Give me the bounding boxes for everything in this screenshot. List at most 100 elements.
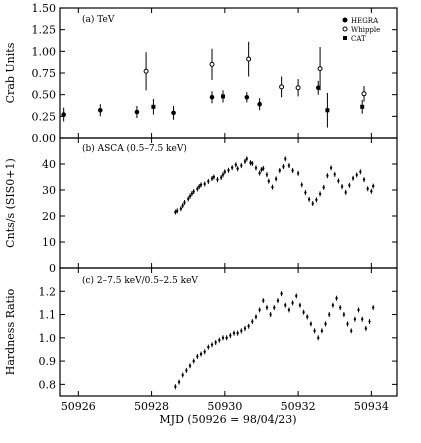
y-tick-label: 0.25 bbox=[32, 110, 57, 123]
panel-a-ylabel: Crab Units bbox=[4, 42, 17, 103]
point-hardness bbox=[254, 315, 258, 319]
x-tick-label: 50930 bbox=[207, 400, 242, 413]
panel-b-frame bbox=[59, 137, 398, 269]
point-asca-rate bbox=[230, 166, 234, 169]
point-hegra bbox=[171, 110, 176, 116]
point-hardness bbox=[236, 331, 239, 335]
point-hardness bbox=[185, 369, 188, 372]
point-hardness bbox=[207, 345, 210, 349]
point-hegra bbox=[209, 94, 215, 100]
legend-label-hegra: HEGRA bbox=[351, 17, 379, 25]
point-asca-rate bbox=[318, 192, 322, 196]
panel-a-label: (a) TeV bbox=[82, 14, 115, 25]
point-asca-rate bbox=[190, 192, 194, 195]
point-asca-rate bbox=[254, 166, 258, 170]
y-tick-label: 30 bbox=[42, 184, 56, 197]
y-tick-label: 1.50 bbox=[32, 2, 57, 15]
point-asca-rate bbox=[258, 171, 261, 175]
point-hardness bbox=[331, 304, 335, 307]
legend-marker-hegra bbox=[342, 17, 348, 23]
point-hardness bbox=[361, 318, 364, 321]
point-asca-rate bbox=[315, 198, 318, 202]
point-asca-rate bbox=[366, 187, 369, 190]
point-asca-rate bbox=[304, 191, 307, 194]
point-hardness bbox=[320, 329, 324, 333]
point-hardness bbox=[192, 359, 195, 363]
panel-b-label: (b) ASCA (0.5–7.5 keV) bbox=[82, 143, 187, 154]
point-asca-rate bbox=[287, 164, 291, 167]
point-asca-rate bbox=[223, 170, 227, 173]
point-hardness bbox=[251, 320, 254, 323]
point-hegra bbox=[257, 101, 262, 107]
legend-marker-cat bbox=[343, 36, 347, 40]
point-hardness bbox=[287, 308, 291, 312]
point-asca-rate bbox=[249, 161, 252, 164]
point-hardness bbox=[339, 306, 342, 309]
point-hardness bbox=[353, 318, 357, 321]
point-asca-rate bbox=[176, 209, 179, 212]
x-axis-title: MJD (50926 = 98/04/23) bbox=[159, 413, 296, 426]
point-asca-rate bbox=[212, 175, 216, 179]
point-asca-rate bbox=[207, 180, 210, 183]
point-cat bbox=[221, 94, 226, 99]
point-whipple bbox=[246, 56, 252, 62]
point-asca-rate bbox=[251, 162, 254, 165]
y-tick-label: 1.2 bbox=[39, 285, 57, 298]
panel-c-label: (c) 2–7.5 keV/0.5–2.5 keV bbox=[82, 275, 198, 286]
point-hardness bbox=[218, 338, 221, 342]
point-asca-rate bbox=[265, 173, 269, 176]
y-tick-label: 1.25 bbox=[32, 24, 57, 37]
point-hardness bbox=[284, 304, 287, 307]
point-asca-rate bbox=[307, 198, 311, 201]
point-hardness bbox=[181, 373, 184, 377]
point-asca-rate bbox=[355, 173, 358, 177]
point-whipple bbox=[209, 61, 215, 67]
point-asca-rate bbox=[322, 186, 325, 189]
point-asca-rate bbox=[216, 178, 219, 181]
y-tick-label: 0.50 bbox=[32, 89, 57, 102]
point-asca-rate bbox=[174, 210, 177, 214]
point-asca-rate bbox=[274, 177, 278, 181]
y-tick-label: 10 bbox=[42, 236, 56, 249]
legend: HEGRA Whipple CAT bbox=[342, 17, 380, 43]
point-hardness bbox=[302, 311, 305, 314]
point-asca-rate bbox=[326, 174, 329, 177]
x-tick-label: 50934 bbox=[354, 400, 389, 413]
point-hardness bbox=[324, 322, 327, 326]
point-asca-rate bbox=[359, 170, 362, 173]
point-hardness bbox=[350, 329, 353, 333]
y-tick-label: 40 bbox=[42, 158, 56, 171]
point-hardness bbox=[243, 327, 247, 330]
point-asca-rate bbox=[260, 168, 263, 171]
point-asca-rate bbox=[300, 183, 303, 186]
point-asca-rate bbox=[351, 177, 355, 180]
point-cat bbox=[325, 108, 330, 113]
point-hardness bbox=[174, 385, 177, 388]
point-asca-rate bbox=[344, 191, 347, 194]
point-asca-rate bbox=[188, 195, 192, 198]
axis-ticks: 0.00 0.25 0.50 0.75 1.00 1.25 1.50 0 10 20 30 40 0.8… bbox=[32, 2, 397, 396]
point-asca-rate bbox=[236, 167, 239, 170]
point-hardness bbox=[368, 320, 371, 323]
point-hardness bbox=[317, 336, 320, 340]
point-whipple bbox=[317, 66, 323, 72]
x-tick-label: 50928 bbox=[134, 400, 169, 413]
point-asca-rate bbox=[187, 197, 190, 201]
point-hardness bbox=[357, 308, 360, 312]
point-asca-rate bbox=[337, 179, 340, 183]
point-hardness bbox=[221, 336, 225, 340]
point-hegra bbox=[134, 109, 140, 115]
y-tick-label: 1.00 bbox=[32, 45, 57, 58]
point-asca-rate bbox=[234, 163, 238, 166]
panel-b-ylabel: Cnts/s (SIS0+1) bbox=[4, 158, 17, 248]
point-hardness bbox=[258, 308, 261, 312]
point-asca-rate bbox=[196, 187, 199, 191]
point-hardness bbox=[273, 306, 276, 309]
point-cat bbox=[151, 104, 156, 109]
point-hardness bbox=[188, 364, 192, 367]
point-hardness bbox=[232, 331, 236, 335]
point-hardness bbox=[199, 352, 203, 356]
point-hardness bbox=[229, 334, 232, 337]
point-asca-rate bbox=[219, 176, 223, 179]
point-hardness bbox=[225, 336, 228, 340]
